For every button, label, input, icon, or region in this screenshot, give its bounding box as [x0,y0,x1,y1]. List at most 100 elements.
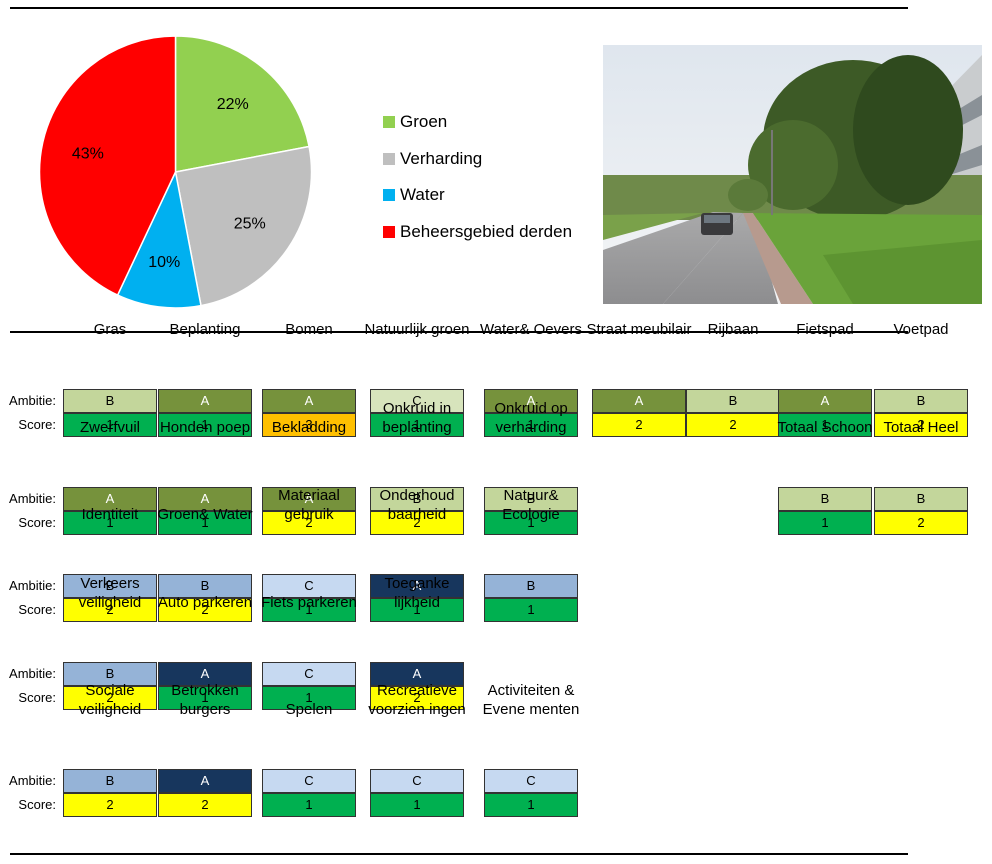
row-label-score: Score: [18,417,56,432]
ambitie-value: B [370,487,464,511]
legend-item-derden: Beheersgebied derden [383,214,572,251]
score-value: 1 [778,511,872,535]
ambitie-value: A [484,389,578,413]
legend-swatch-derden [383,225,395,238]
score-value: 2 [874,511,968,535]
ambitie-value: C [262,769,356,793]
category-title: Auto parkeren [157,593,253,611]
row-label-ambitie: Ambitie: [9,491,56,506]
ambitie-value: C [484,769,578,793]
category-title: Onderhoud baarheid [379,487,455,523]
bottom-divider [10,853,908,855]
category-title: Onkruid op verharding [494,400,568,436]
score-value: 2 [686,413,780,437]
ambitie-value: B [484,574,578,598]
ambitie-value: B [63,389,157,413]
ambitie-value: B [63,662,157,686]
legend-swatch-verharding [383,152,395,165]
category-title: Bomen [285,320,333,338]
category-title: Fiets parkeren [261,593,357,611]
score-value: 2 [262,511,356,535]
legend-swatch-water [383,189,395,202]
legend-item-water: Water [383,177,572,214]
score-value: 2 [874,413,968,437]
row-label-ambitie: Ambitie: [9,773,56,788]
score-value: 1 [262,598,356,622]
score-value: 1 [158,511,252,535]
row-label-score: Score: [18,515,56,530]
score-value: 1 [484,413,578,437]
pie-slice-groen [174,35,310,173]
ambitie-value: C [262,574,356,598]
row-label-ambitie: Ambitie: [9,393,56,408]
ambitie-value: C [370,389,464,413]
category-title: Voetpad [893,320,949,338]
ambitie-value: B [63,769,157,793]
middle-divider [10,331,908,333]
score-value: 1 [63,511,157,535]
ambitie-value: B [63,574,157,598]
legend-item-groen: Groen [383,104,572,141]
ambitie-value: A [262,389,356,413]
category-title: Recreatieve voorzien ingen [368,682,466,718]
row-label-score: Score: [18,690,56,705]
ambitie-value: C [262,662,356,686]
ambitie-value: A [158,389,252,413]
category-title: Honden poep [159,418,251,436]
score-value: 1 [63,413,157,437]
score-value: 2 [592,413,686,437]
score-value: 2 [63,598,157,622]
category-title: Bekladding [271,418,347,436]
score-value: 2 [158,793,252,817]
row-label-score: Score: [18,797,56,812]
score-value: 1 [262,686,356,710]
pie-slice-verharding [174,145,313,307]
row-label-ambitie: Ambitie: [9,578,56,593]
score-value: 1 [370,413,464,437]
category-title: Spelen [285,700,333,718]
ambitie-value: B [778,487,872,511]
category-title: Totaal Schoon [777,418,873,436]
score-value: 2 [63,793,157,817]
ambitie-value: A [262,487,356,511]
legend-swatch-groen [383,116,395,129]
category-title: Natuur& Ecologie [502,487,560,523]
score-value: 1 [158,686,252,710]
row-label-ambitie: Ambitie: [9,666,56,681]
ambitie-value: B [874,389,968,413]
legend-item-verharding: Verharding [383,141,572,178]
category-title: Totaal Heel [883,418,959,436]
score-value: 1 [778,413,872,437]
score-value: 2 [158,598,252,622]
ambitie-value: A [63,487,157,511]
score-value: 1 [484,598,578,622]
pie-label-groen: 22% [217,96,249,113]
score-value: 2 [370,511,464,535]
score-value: 2 [63,686,157,710]
pie-label-water: 10% [148,254,180,271]
category-title: Identiteit [81,505,139,523]
category-title: Betrokken burgers [171,682,239,718]
ambitie-value: A [778,389,872,413]
category-title: Beplanting [169,320,241,338]
category-title: Materiaal gebruik [278,487,340,523]
ambitie-value: A [592,389,686,413]
category-title: Groen& Water [157,505,253,523]
category-title: Activiteiten & Evene menten [482,682,580,718]
category-title: Onkruid in beplanting [382,400,452,436]
row-label-score: Score: [18,602,56,617]
category-title: Water& Oevers [480,320,582,338]
ambitie-value: C [370,769,464,793]
legend-label-verharding: Verharding [400,148,483,168]
category-title: Toeganke lijkheid [384,575,450,611]
pie-label-verharding: 25% [234,215,266,232]
ambitie-value: B [158,574,252,598]
category-title: Gras [93,320,127,338]
legend-label-water: Water [400,185,445,205]
category-title: Zwerfvuil [79,418,140,436]
category-title: Fietspad [796,320,854,338]
top-divider [10,7,908,9]
ambitie-value: A [158,769,252,793]
score-value: 1 [484,511,578,535]
score-value: 1 [262,793,356,817]
